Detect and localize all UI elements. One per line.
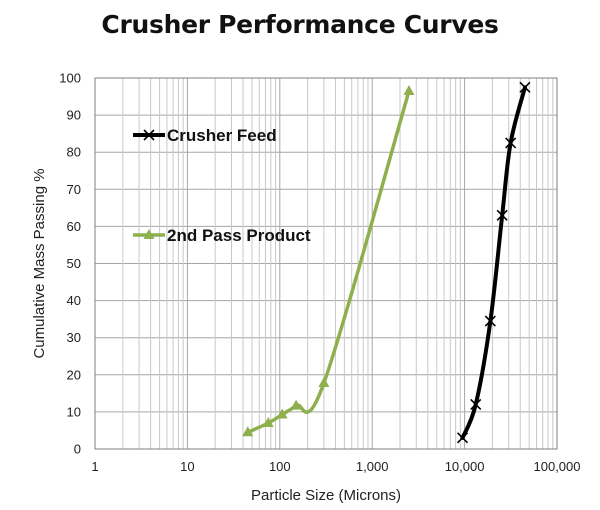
- legend-marker: [143, 229, 155, 239]
- x-tick-label: 1,000: [356, 459, 389, 474]
- data-point-crusher-feed: [519, 81, 531, 93]
- data-point-2nd-pass-product: [276, 408, 288, 419]
- series-crusher-feed: [456, 81, 531, 444]
- data-point-crusher-feed: [484, 315, 496, 327]
- data-point-crusher-feed: [505, 137, 517, 149]
- y-tick-label: 50: [67, 256, 81, 271]
- x-tick-label: 100,000: [534, 459, 581, 474]
- y-tick-label: 100: [59, 71, 81, 86]
- plot-area-frame: [94, 77, 558, 450]
- x-tick-label: 100: [269, 459, 291, 474]
- x-axis-ticks: 1 10 100 1,000 10,000 100,000: [91, 459, 580, 474]
- legend-item-2nd-pass-product: 2nd Pass Product: [133, 226, 311, 245]
- x-tick-label: 10: [180, 459, 194, 474]
- y-axis-title: Cumulative Mass Passing %: [31, 168, 48, 358]
- y-tick-label: 80: [67, 145, 81, 160]
- data-point-2nd-pass-product: [290, 399, 302, 410]
- data-point-crusher-feed: [470, 398, 482, 411]
- data-point-crusher-feed: [496, 209, 508, 221]
- y-tick-label: 90: [67, 108, 81, 123]
- data-point-2nd-pass-product: [262, 417, 274, 428]
- x-tick-label: 10,000: [445, 459, 485, 474]
- x-tick-label: 1: [91, 459, 98, 474]
- data-point-crusher-feed: [456, 432, 469, 444]
- legend-item-crusher-feed: Crusher Feed: [133, 126, 277, 145]
- data-point-2nd-pass-product: [242, 426, 254, 437]
- y-tick-label: 10: [67, 404, 81, 419]
- legend-marker: [143, 129, 155, 141]
- chart-title: Crusher Performance Curves: [101, 10, 499, 39]
- series-line-crusher-feed: [460, 85, 527, 440]
- y-tick-label: 40: [67, 293, 81, 308]
- legend-label: Crusher Feed: [167, 126, 277, 145]
- series-2nd-pass-product: [242, 84, 415, 437]
- legend-label: 2nd Pass Product: [167, 226, 311, 245]
- x-axis-title: Particle Size (Microns): [251, 487, 401, 504]
- series-layer: [242, 81, 531, 444]
- y-tick-label: 60: [67, 219, 81, 234]
- y-tick-label: 20: [67, 367, 81, 382]
- y-tick-label: 30: [67, 330, 81, 345]
- data-point-2nd-pass-product: [403, 84, 415, 95]
- y-axis-ticks: 0 10 20 30 40 50 60 70 80 90 100: [59, 71, 81, 457]
- y-tick-label: 70: [67, 182, 81, 197]
- y-tick-label: 0: [74, 442, 81, 457]
- legend: Crusher Feed 2nd Pass Product: [133, 126, 311, 245]
- data-point-2nd-pass-product: [318, 376, 330, 387]
